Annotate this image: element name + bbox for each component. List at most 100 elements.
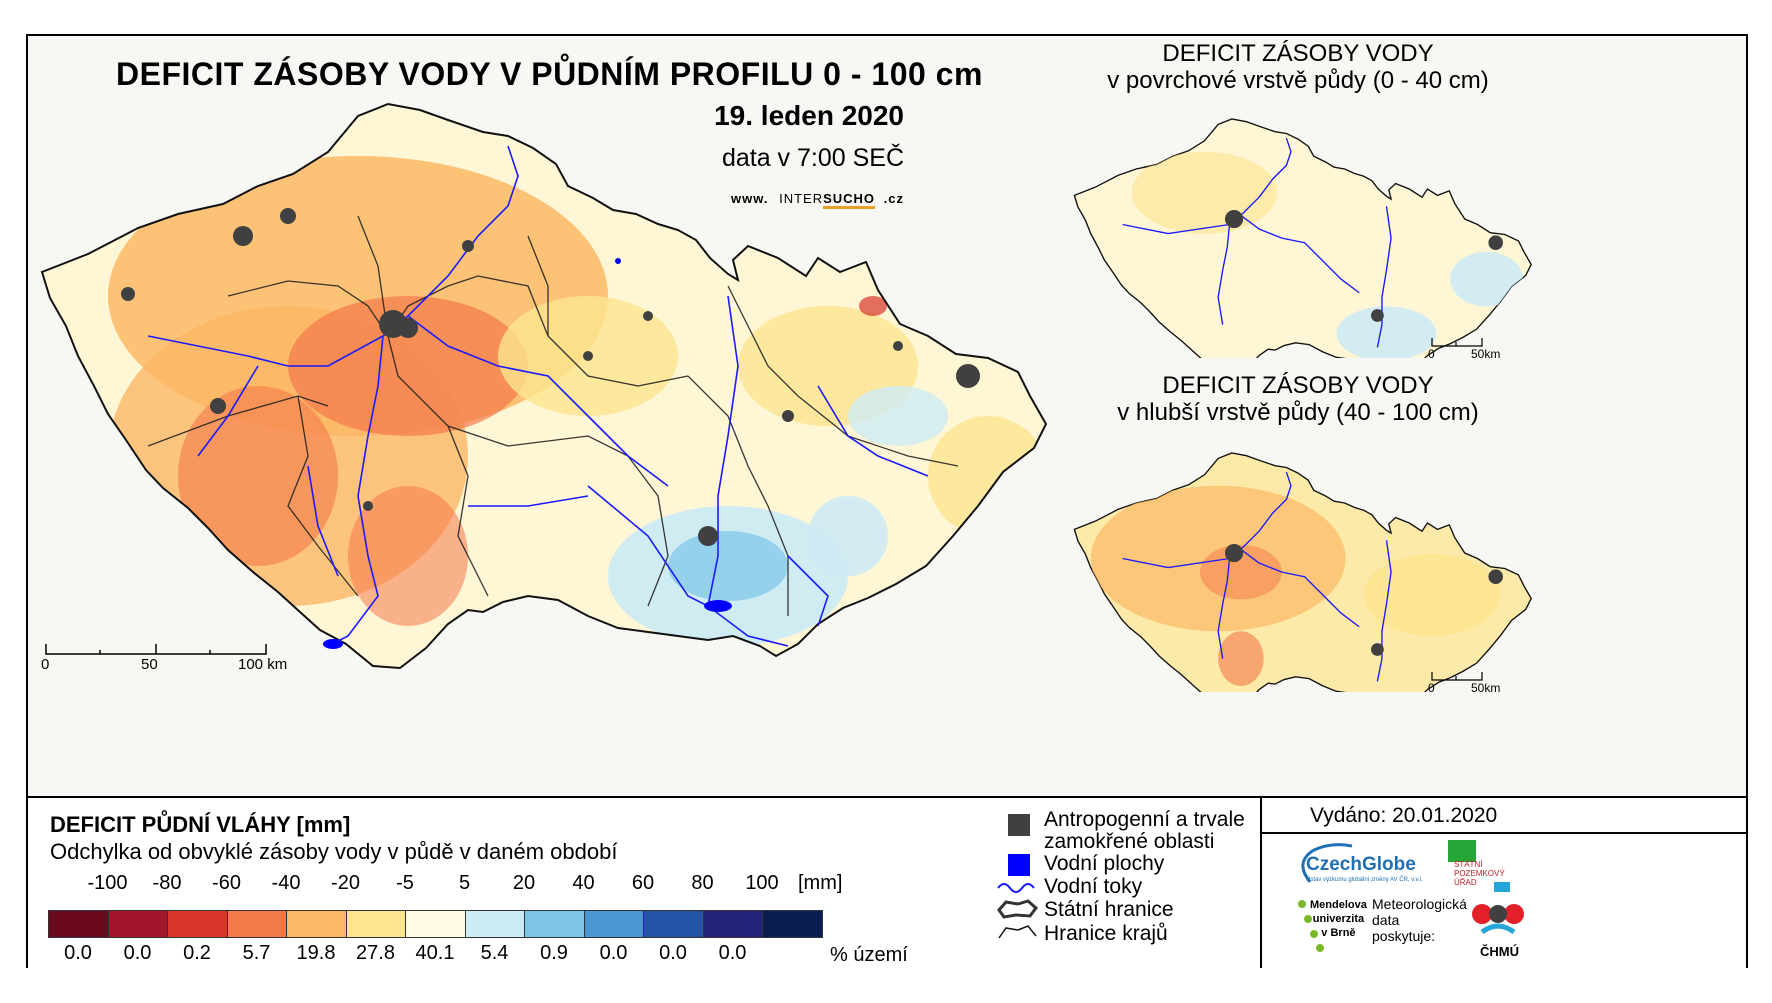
legend-water: Vodní plochy — [1044, 852, 1165, 875]
mendel-logo: Mendelova univerzita v Brně — [1296, 898, 1384, 958]
legend-boundary-label: 60 — [631, 872, 655, 894]
spu-line3: ÚŘAD — [1454, 878, 1477, 887]
legend-pct-value: 19.8 — [296, 942, 336, 964]
legend-swatch — [464, 910, 525, 938]
legend-urban: Antropogenní a trvale — [1044, 808, 1245, 831]
legend-boundary-label: -20 — [331, 872, 360, 894]
legend-rivers: Vodní toky — [1044, 875, 1143, 898]
legend-title: DEFICIT PŮDNÍ VLÁHY [mm] — [50, 812, 351, 837]
inset-top-scale-50: 50km — [1471, 347, 1501, 361]
border-symbol — [997, 899, 1039, 919]
legend-pct-value: 0.0 — [64, 942, 92, 964]
legend-boundary-label: 20 — [512, 872, 536, 894]
legend-swatch — [702, 910, 763, 938]
legend-boundary-label: 40 — [572, 872, 595, 894]
legend-unit: [mm] — [798, 872, 843, 894]
legend-pct-value: 27.8 — [356, 942, 395, 964]
inset-top-title-line1: DEFICIT ZÁSOBY VODY — [1162, 40, 1434, 67]
legend-urban2: zamokřené oblasti — [1044, 830, 1215, 853]
inset-top-scale-0: 0 — [1428, 347, 1435, 361]
legend-pct-value: 0.0 — [599, 942, 628, 964]
website-brand-a: INTER — [779, 191, 824, 206]
legend-boundary-label: -60 — [212, 872, 241, 894]
spu-logo: STÁTNÍ POZEMKOVÝ ÚŘAD — [1448, 840, 1548, 890]
chmu-name: ČHMÚ — [1480, 944, 1519, 959]
mendel-text: Mendelova univerzita v Brně — [1310, 898, 1367, 940]
legend-pct-value: 0.9 — [540, 942, 568, 964]
website-prefix: www. — [730, 191, 769, 206]
inset-bottom-scale-0: 0 — [1428, 681, 1435, 695]
meteo-line1: Meteorologická — [1372, 896, 1467, 912]
mendel-line2: univerzita — [1312, 913, 1365, 925]
legend-pct-value: 0.0 — [123, 942, 152, 964]
map-area: DEFICIT ZÁSOBY VODY V PŮDNÍM PROFILU 0 -… — [28, 36, 1746, 796]
czechglobe-swoosh — [1301, 843, 1353, 883]
spu-text: STÁTNÍ POZEMKOVÝ ÚŘAD — [1454, 860, 1505, 887]
main-title: DEFICIT ZÁSOBY VODY V PŮDNÍM PROFILU 0 -… — [116, 56, 983, 92]
meteo-line2: data — [1372, 912, 1400, 928]
main-scale-0: 0 — [41, 656, 50, 673]
czechglobe-sub: Ústav výzkumu globální změny AV ČR, v.v.… — [1306, 877, 1423, 883]
legend-pct-value: 5.7 — [242, 942, 271, 964]
legend-boundary-label: 100 — [745, 872, 779, 894]
legend-boundary-label: -80 — [152, 872, 182, 894]
legend-separator — [1260, 798, 1262, 968]
mendel-line3: v Brně — [1321, 927, 1356, 939]
issued-separator — [1262, 832, 1746, 834]
czechglobe-logo: CzechGlobe Ústav výzkumu globální změny … — [1292, 842, 1423, 888]
legend-boundary-label: -100 — [87, 872, 128, 894]
inset-bottom-title-line1: DEFICIT ZÁSOBY VODY — [1162, 372, 1434, 399]
legend-swatch — [286, 910, 347, 938]
legend-swatch — [345, 910, 406, 938]
legend-swatch — [405, 910, 466, 938]
main-scale-100: 100 km — [238, 656, 288, 673]
legend-pct-value: 5.4 — [480, 942, 509, 964]
website-link[interactable]: www. INTERSUCHO .cz — [730, 191, 904, 209]
data-time: data v 7:00 SEČ — [721, 144, 904, 172]
legend-pct-value: 0.0 — [718, 942, 747, 964]
inset-bottom-scale-50: 50km — [1471, 681, 1501, 695]
main-scale-50: 50 — [141, 656, 158, 673]
legend-boundary-label: -5 — [396, 872, 414, 894]
inset-top-map — [1073, 118, 1532, 358]
inset-bottom-title-line2: v hlubší vrstvě půdy (40 - 100 cm) — [1117, 399, 1479, 426]
legend-pct-label: % území — [830, 944, 908, 966]
legend-pct-value: 40.1 — [415, 942, 455, 964]
legend-swatch — [762, 910, 823, 938]
water-symbol — [1008, 854, 1030, 876]
inset-top-title-line2: v povrchové vrstvě půdy (0 - 40 cm) — [1107, 67, 1489, 94]
legend-swatch — [226, 910, 287, 938]
website-brand-b: SUCHO — [823, 191, 876, 209]
spu-line1: STÁTNÍ — [1454, 860, 1483, 869]
mendel-line1: Mendelova — [1310, 899, 1367, 911]
spu-mark — [1448, 840, 1476, 862]
map-date: 19. leden 2020 — [714, 100, 904, 131]
inset-bottom-title: DEFICIT ZÁSOBY VODY v hlubší vrstvě půdy… — [1088, 372, 1508, 426]
legend-pct-value: 0.0 — [659, 942, 687, 964]
legend-pct-value: 0.2 — [183, 942, 211, 964]
urban-symbol — [1008, 814, 1030, 836]
inset-top-title: DEFICIT ZÁSOBY VODY v povrchové vrstvě p… — [1088, 40, 1508, 94]
czechglobe-name: CzechGlobe — [1306, 854, 1416, 875]
inset-top-scale — [1431, 338, 1483, 347]
legend-boundary-label: 5 — [458, 872, 471, 894]
meteo-text: Meteorologická data poskytuje: — [1372, 896, 1467, 944]
legend-swatch — [643, 910, 704, 938]
legend-swatch — [48, 910, 109, 938]
mendel-dots — [1298, 900, 1324, 952]
main-scale-bar — [45, 644, 267, 655]
meteo-line3: poskytuje: — [1372, 928, 1436, 944]
region-border-symbol — [998, 925, 1037, 939]
chmu-logo: ČHMÚ — [1466, 882, 1530, 964]
legend-swatch — [583, 910, 644, 938]
website-suffix: .cz — [883, 191, 904, 206]
legend-subtitle: Odchylka od obvyklé zásoby vody v půdě v… — [50, 839, 618, 864]
legend-boundary-label: -40 — [271, 872, 301, 894]
legend-border: Státní hranice — [1044, 898, 1174, 921]
legend-boundary-label: 80 — [691, 872, 714, 894]
map-frame: DEFICIT ZÁSOBY VODY V PŮDNÍM PROFILU 0 -… — [26, 34, 1748, 970]
main-map — [41, 103, 1047, 669]
river-symbol — [997, 883, 1035, 893]
legend-swatch — [167, 910, 228, 938]
inset-bottom-scale — [1431, 672, 1483, 681]
